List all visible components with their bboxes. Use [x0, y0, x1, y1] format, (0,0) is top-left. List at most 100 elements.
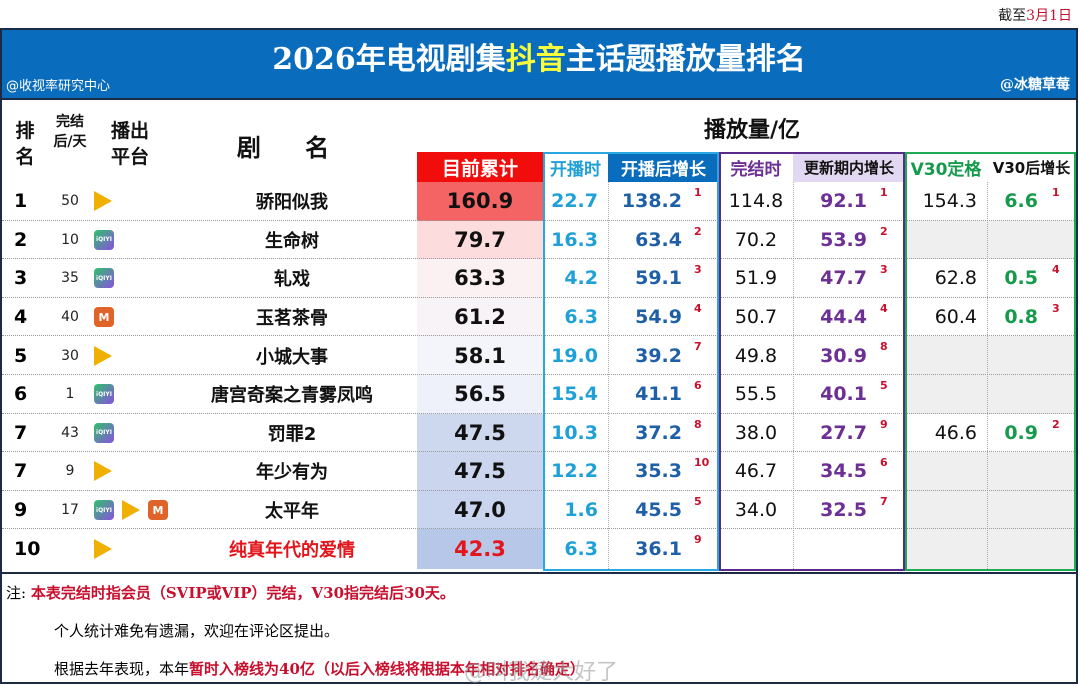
start-growth: 36.1	[635, 537, 682, 560]
cumulative-plays: 61.2	[454, 305, 506, 330]
tencent-video-play-icon	[94, 191, 112, 212]
start-growth-rank: 7	[694, 340, 702, 354]
end-plays: 49.8	[734, 344, 778, 367]
footnotes: 注: 本表完结时指会员（SVIP或VIP）完结，V30指完结后30天。 个人统计…	[2, 572, 1076, 685]
col-update-growth-header: 更新期内增长	[793, 152, 905, 182]
source-credit: @收视率研究中心	[6, 79, 111, 94]
start-growth-rank: 6	[694, 379, 702, 392]
iqiyi-logo-icon: iQIYI	[94, 229, 114, 250]
days-since-end: 9	[65, 463, 75, 480]
rank: 1	[14, 190, 28, 213]
v30-growth: 0.9	[1004, 421, 1038, 444]
start-plays: 16.3	[551, 228, 598, 251]
update-growth-rank: 8	[880, 340, 888, 354]
tencent-video-play-icon	[122, 500, 140, 521]
update-growth-rank: 3	[880, 263, 888, 277]
table-header: 排名 完结后/天 播出平台 剧 名 播放量/亿	[2, 102, 1076, 182]
days-since-end: 43	[61, 424, 79, 441]
drama-name: 轧戏	[274, 269, 310, 291]
table-row: 7 43 iQIYI 罚罪2 47.5 10.3 37.2 8 38.0 27.…	[2, 414, 1076, 453]
col-start-growth-header: 开播后增长	[608, 152, 719, 182]
platforms: M	[94, 298, 174, 337]
author-credit: @冰糖草莓	[1000, 77, 1070, 93]
rank: 5	[14, 344, 28, 367]
tencent-video-play-icon	[94, 538, 112, 559]
update-growth: 32.5	[820, 499, 867, 522]
platforms	[94, 529, 174, 568]
mango-tv-icon: M	[94, 307, 114, 328]
col-platform-header: 播出平台	[110, 120, 149, 168]
start-growth-rank: 3	[694, 263, 702, 277]
update-growth-rank: 4	[880, 301, 888, 315]
end-plays: 34.0	[734, 499, 778, 522]
drama-name: 太平年	[265, 501, 319, 523]
iqiyi-logo-icon: iQIYI	[94, 500, 114, 521]
start-growth-rank: 2	[694, 224, 702, 238]
days-since-end: 50	[61, 193, 79, 210]
start-plays: 15.4	[551, 383, 598, 406]
start-plays: 6.3	[564, 537, 598, 560]
cumulative-plays: 47.5	[454, 459, 506, 484]
update-growth-rank: 9	[880, 417, 888, 431]
drama-name: 纯真年代的爱情	[229, 539, 355, 561]
cumulative-plays: 47.5	[454, 420, 506, 445]
rank: 7	[14, 460, 28, 483]
update-growth: 40.1	[820, 383, 867, 406]
update-growth: 27.7	[820, 421, 867, 444]
col-name-header: 剧 名	[236, 134, 348, 162]
start-plays: 10.3	[551, 421, 598, 444]
table-row: 5 30 小城大事 58.1 19.0 39.2 7 49.8 30.9 8	[2, 336, 1076, 375]
start-growth: 39.2	[635, 344, 682, 367]
start-growth: 37.2	[635, 421, 682, 444]
platforms	[94, 182, 174, 221]
cumulative-plays: 160.9	[446, 189, 514, 214]
cumulative-plays: 79.7	[454, 227, 506, 252]
days-since-end: 17	[61, 502, 79, 519]
table-row: 7 9 年少有为 47.5 12.2 35.3 10 46.7 34.5 6	[2, 452, 1076, 491]
table-row: 9 17 iQIYI M 太平年 47.0 1.6 45.5 5 34.0 32…	[2, 491, 1076, 530]
start-growth: 138.2	[621, 190, 682, 213]
cumulative-plays: 58.1	[454, 343, 506, 368]
start-plays: 12.2	[551, 460, 598, 483]
table-row: 3 35 iQIYI 轧戏 63.3 4.2 59.1 3 51.9 47.7 …	[2, 259, 1076, 298]
start-plays: 6.3	[564, 306, 598, 329]
update-growth-rank: 2	[880, 224, 888, 238]
iqiyi-logo-icon: iQIYI	[94, 422, 114, 443]
platforms	[94, 336, 174, 375]
iqiyi-logo-icon: iQIYI	[94, 268, 114, 289]
update-growth: 53.9	[820, 228, 867, 251]
note-line-2: 个人统计难免有遗漏，欢迎在评论区提出。	[54, 622, 340, 640]
update-growth: 34.5	[820, 460, 867, 483]
col-v30-growth-header: V30后增长	[992, 158, 1071, 177]
start-growth-rank: 5	[694, 494, 702, 508]
update-growth-rank: 1	[880, 186, 888, 199]
platforms: iQIYI	[94, 259, 174, 298]
drama-name: 生命树	[265, 230, 319, 252]
platforms: iQIYI	[94, 375, 174, 414]
col-days-header: 完结后/天	[53, 114, 87, 150]
tencent-video-play-icon	[94, 345, 112, 366]
days-since-end: 35	[61, 270, 79, 287]
start-plays: 19.0	[551, 344, 598, 367]
col-v30-header: V30定格	[910, 159, 982, 180]
start-growth-rank: 1	[694, 186, 702, 199]
rank: 3	[14, 267, 28, 290]
end-plays: 38.0	[734, 421, 778, 444]
rank: 6	[14, 383, 28, 406]
iqiyi-logo-icon: iQIYI	[94, 384, 114, 405]
cumulative-plays: 47.0	[454, 498, 506, 523]
drama-name: 小城大事	[256, 346, 328, 368]
v30-growth: 0.8	[1004, 306, 1038, 329]
drama-name: 年少有为	[256, 462, 328, 484]
drama-name: 唐宫奇案之青雾凤鸣	[211, 385, 373, 407]
update-growth-rank: 7	[880, 494, 888, 508]
platforms: iQIYI	[94, 221, 174, 260]
update-growth: 44.4	[820, 306, 867, 329]
start-growth: 35.3	[635, 460, 682, 483]
end-plays: 114.8	[728, 190, 784, 213]
col-start-header: 开播时	[550, 159, 601, 180]
table-row: 6 1 iQIYI 唐宫奇案之青雾凤鸣 56.5 15.4 41.1 6 55.…	[2, 375, 1076, 414]
rank: 10	[14, 537, 41, 560]
start-growth: 54.9	[635, 306, 682, 329]
update-growth: 92.1	[820, 190, 867, 213]
